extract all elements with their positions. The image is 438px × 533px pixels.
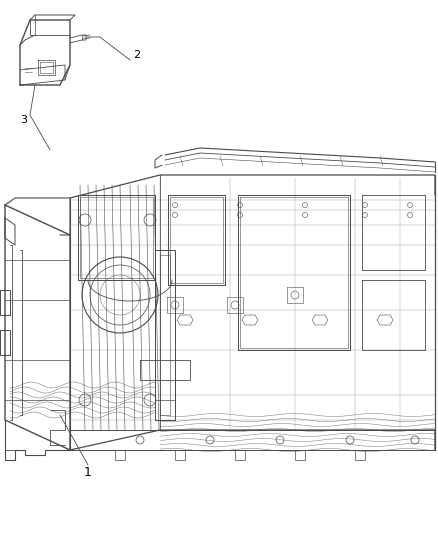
Text: 3: 3	[21, 115, 28, 125]
Text: 1: 1	[84, 465, 92, 479]
Text: 2: 2	[133, 50, 140, 60]
